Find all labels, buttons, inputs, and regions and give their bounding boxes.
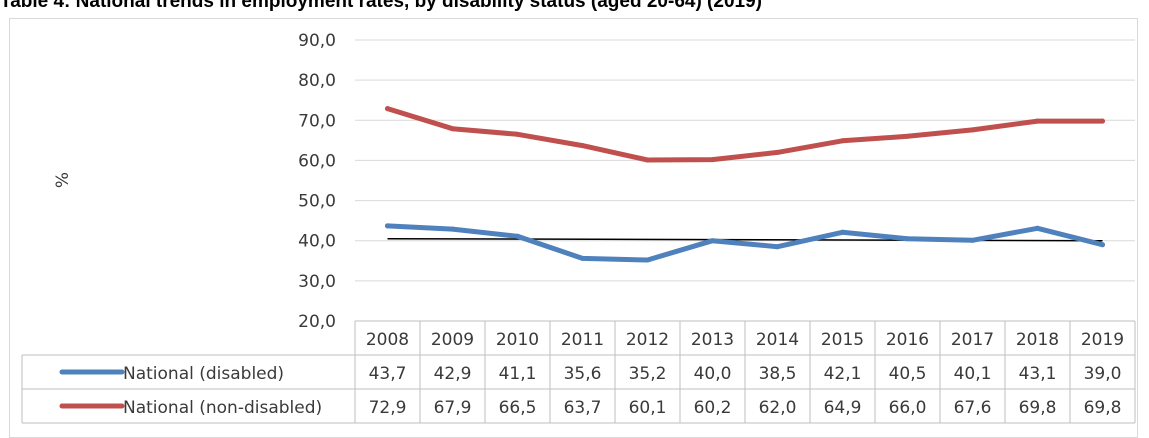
data-label: 43,1	[1019, 364, 1057, 384]
data-label: 40,0	[694, 364, 732, 384]
data-point	[710, 157, 715, 163]
y-tick-label: 20,0	[298, 312, 336, 332]
data-label: 42,9	[434, 364, 472, 384]
series-line	[385, 223, 1105, 263]
data-label: 39,0	[1084, 364, 1122, 384]
series-lines	[385, 106, 1105, 263]
data-label: 35,6	[564, 364, 602, 384]
data-point	[645, 157, 650, 163]
data-label: 35,2	[629, 364, 667, 384]
data-point	[840, 138, 845, 144]
x-tick-label: 2008	[366, 330, 409, 350]
data-point	[1100, 118, 1105, 124]
data-label: 67,6	[954, 398, 992, 418]
data-label: 38,5	[759, 364, 797, 384]
data-point	[710, 238, 715, 244]
data-point	[905, 133, 910, 139]
data-point	[1100, 242, 1105, 248]
data-point	[385, 223, 390, 229]
y-axis-label: %	[53, 172, 73, 188]
y-tick-label: 70,0	[298, 111, 336, 131]
data-point	[905, 236, 910, 242]
gridlines	[355, 39, 1135, 282]
data-point	[840, 229, 845, 235]
x-tick-label: 2013	[691, 330, 734, 350]
x-tick-label: 2012	[626, 330, 669, 350]
data-label: 62,0	[759, 398, 797, 418]
legend-label: National (disabled)	[123, 364, 284, 384]
data-point	[580, 255, 585, 261]
x-tick-label: 2011	[561, 330, 604, 350]
data-point	[385, 106, 390, 112]
data-label: 66,0	[889, 398, 927, 418]
data-point	[970, 237, 975, 243]
data-label: 69,8	[1019, 398, 1057, 418]
x-tick-label: 2019	[1081, 330, 1124, 350]
legend-label: National (non-disabled)	[123, 398, 322, 418]
data-point	[580, 143, 585, 149]
data-label: 72,9	[369, 398, 407, 418]
data-table: 2008 2009 2010 2011 2012 2013 2014 2015 2016 2017…	[21, 320, 1136, 424]
data-point	[1035, 225, 1040, 231]
data-label: 64,9	[824, 398, 862, 418]
data-label: 41,1	[499, 364, 537, 384]
data-point	[450, 126, 455, 132]
data-point	[775, 244, 780, 250]
y-tick-label: 50,0	[298, 192, 336, 212]
y-tick-label: 90,0	[298, 31, 336, 51]
data-label: 42,1	[824, 364, 862, 384]
y-axis: 20,0 30,0 40,0 50,0 60,0 70,0 80,0 90,0	[298, 31, 336, 332]
data-label: 60,1	[629, 398, 667, 418]
x-tick-label: 2015	[821, 330, 864, 350]
data-label: 40,5	[889, 364, 927, 384]
x-tick-label: 2010	[496, 330, 539, 350]
y-tick-label: 40,0	[298, 232, 336, 252]
x-tick-label: 2009	[431, 330, 474, 350]
series-line	[385, 106, 1105, 163]
y-tick-label: 80,0	[298, 71, 336, 91]
data-label: 43,7	[369, 364, 407, 384]
x-tick-label: 2014	[756, 330, 799, 350]
data-label: 63,7	[564, 398, 602, 418]
data-point	[645, 257, 650, 263]
data-point	[515, 233, 520, 239]
data-label: 60,2	[694, 398, 732, 418]
x-tick-label: 2017	[951, 330, 994, 350]
y-tick-label: 30,0	[298, 272, 336, 292]
y-tick-label: 60,0	[298, 151, 336, 171]
data-point	[1035, 118, 1040, 124]
data-point	[450, 226, 455, 232]
data-label: 40,1	[954, 364, 992, 384]
data-label: 66,5	[499, 398, 537, 418]
data-label: 69,8	[1084, 398, 1122, 418]
x-tick-label: 2016	[886, 330, 929, 350]
data-point	[970, 127, 975, 133]
data-point	[775, 149, 780, 155]
data-point	[515, 131, 520, 137]
data-label: 67,9	[434, 398, 472, 418]
chart-title: Table 4: National trends in employment r…	[0, 0, 762, 12]
x-tick-label: 2018	[1016, 330, 1059, 350]
